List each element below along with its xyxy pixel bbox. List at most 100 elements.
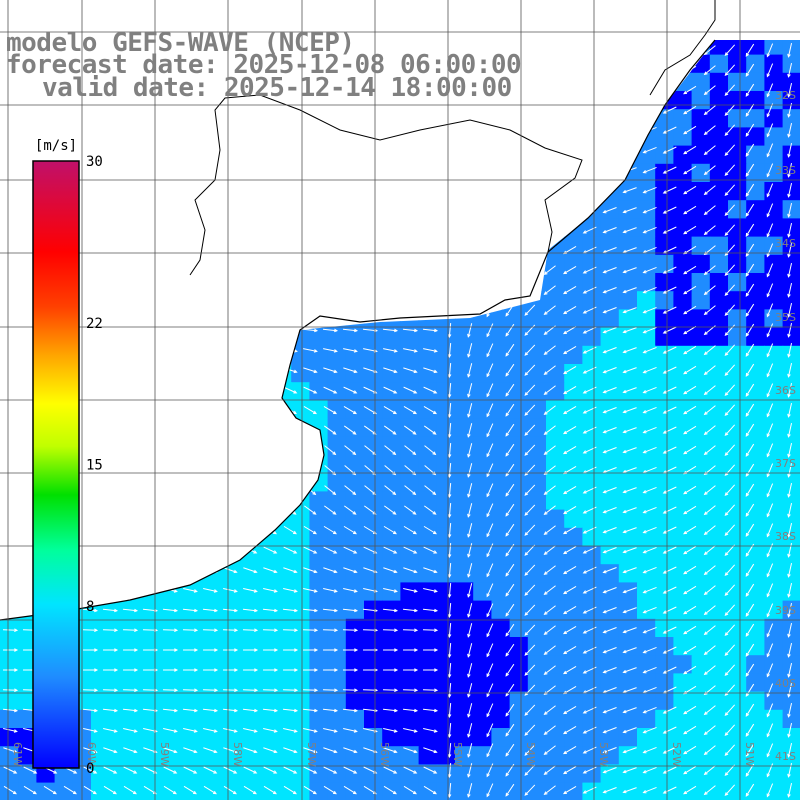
speed-cell [200,364,219,383]
speed-cell [437,619,456,638]
speed-cell [764,0,783,19]
speed-cell [109,382,128,401]
speed-cell [364,528,383,547]
wind-arrow [525,265,535,275]
wind-arrow [264,126,275,134]
speed-cell [564,510,583,529]
speed-cell [109,127,128,146]
wind-arrow [265,106,276,115]
wind-arrow [163,309,177,312]
speed-cell [746,473,765,492]
wind-arrow [384,27,396,34]
speed-cell [546,0,565,19]
wind-arrow [423,269,437,272]
speed-cell [164,473,183,492]
wind-arrow [525,105,535,115]
wind-arrow [584,187,597,193]
speed-cell [601,764,620,783]
wind-arrow [183,289,197,292]
wind-arrow [544,6,555,15]
speed-cell [582,36,601,55]
wind-arrow [403,208,417,212]
speed-cell [637,91,656,110]
speed-cell [0,491,19,510]
wind-arrow [564,126,576,133]
speed-cell [437,546,456,565]
speed-cell [382,692,401,711]
speed-cell [655,419,674,438]
speed-cell [309,710,328,729]
wind-arrow [283,229,297,232]
latitude-label: 38S [775,530,796,543]
wind-arrow [564,106,576,113]
latitude-label: 39S [775,604,796,617]
speed-cell [619,637,638,656]
speed-cell [510,237,529,256]
speed-cell [437,218,456,237]
speed-cell [601,109,620,128]
wind-arrow [165,446,176,455]
speed-cell [637,491,656,510]
speed-cell [291,437,310,456]
speed-cell [528,382,547,401]
wind-arrow [383,269,397,272]
speed-cell [710,328,729,347]
speed-cell [473,764,492,783]
speed-cell [382,655,401,674]
wind-arrow [404,27,416,34]
wind-arrow [525,25,535,35]
speed-cell [764,55,783,74]
speed-cell [273,127,292,146]
speed-cell [437,673,456,692]
speed-cell [328,491,347,510]
speed-cell [237,764,256,783]
speed-cell [655,0,674,19]
speed-cell [309,291,328,310]
wind-arrow [525,65,535,75]
speed-cell [692,637,711,656]
speed-cell [601,73,620,92]
speed-cell [164,783,183,800]
speed-cell [273,546,292,565]
colorbar-tick-label: 15 [86,458,103,474]
wind-arrow [5,86,16,95]
wind-arrow [448,223,451,237]
wind-arrow [84,547,97,553]
wind-arrow [163,249,177,252]
speed-cell [728,437,747,456]
wind-arrow [344,146,356,153]
speed-cell [764,728,783,747]
speed-cell [200,309,219,328]
speed-cell [109,291,128,310]
wind-arrow [103,309,117,312]
speed-cell [364,218,383,237]
wind-arrow [103,188,116,193]
wind-arrow [3,609,17,612]
speed-cell [400,109,419,128]
speed-cell [437,528,456,547]
wind-arrow [423,289,437,292]
speed-cell [109,109,128,128]
wind-arrow [323,229,337,232]
speed-cell [601,546,620,565]
longitude-label: 59W [158,742,171,767]
wind-arrow [343,269,357,272]
speed-cell [710,746,729,765]
speed-cell [127,637,146,656]
speed-cell [728,510,747,529]
speed-cell [564,73,583,92]
wind-arrow [224,526,236,533]
speed-cell [528,582,547,601]
longitude-label: 52W [670,742,683,767]
wind-arrow [684,6,696,13]
speed-cell [637,764,656,783]
speed-cell [783,364,800,383]
wind-arrow [163,289,177,292]
wind-arrow [643,67,656,72]
speed-cell [382,237,401,256]
speed-cell [564,218,583,237]
wind-arrow [564,166,576,173]
speed-cell [455,346,474,365]
speed-cell [746,710,765,729]
speed-cell [200,692,219,711]
